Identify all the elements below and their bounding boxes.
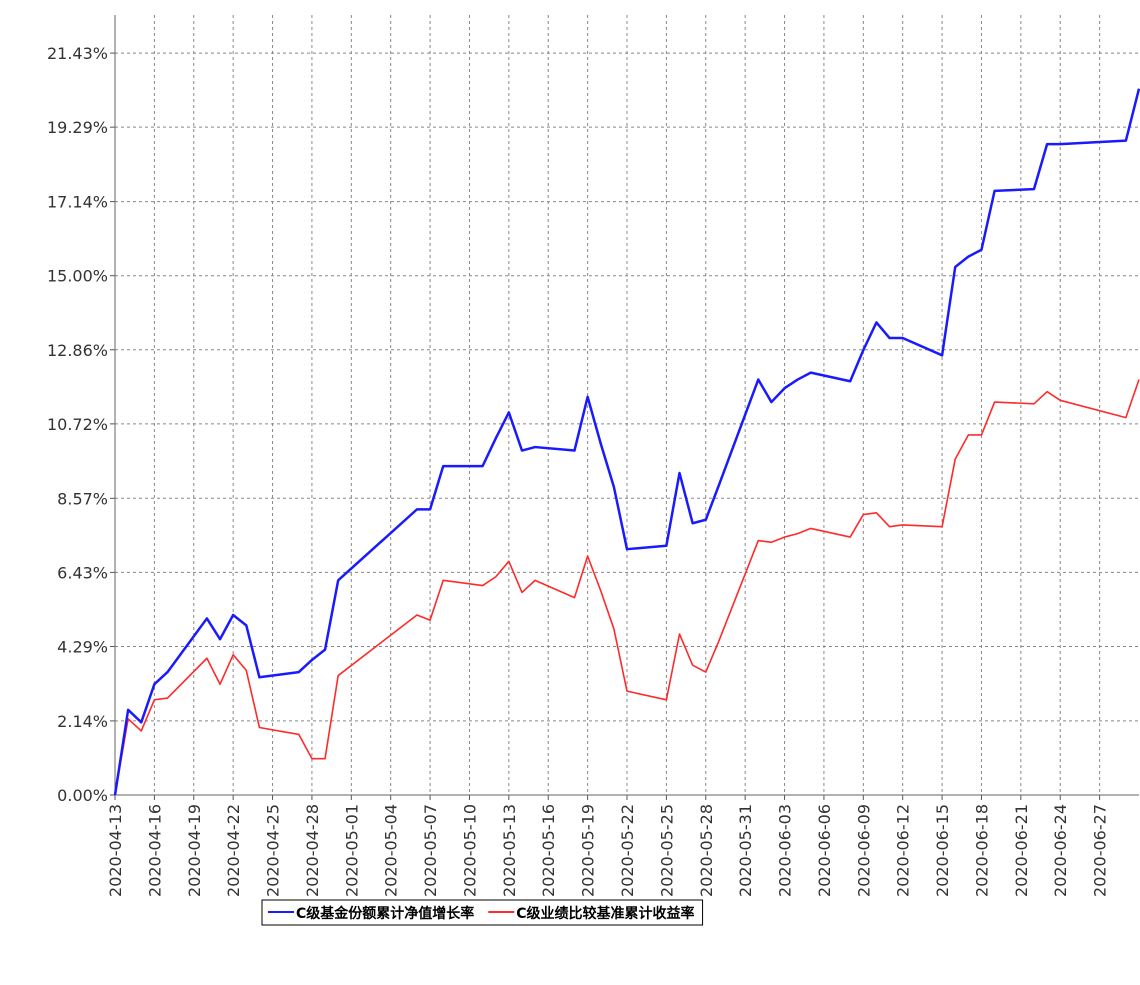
x-tick-label: 2020-05-04	[382, 804, 401, 897]
x-tick-label: 2020-05-13	[500, 804, 519, 897]
y-tick-label: 15.00%	[47, 267, 108, 286]
x-tick-label: 2020-06-09	[854, 804, 873, 897]
x-tick-label: 2020-05-25	[657, 804, 676, 897]
x-tick-label: 2020-06-18	[972, 804, 991, 897]
y-tick-label: 10.72%	[47, 415, 108, 434]
y-tick-label: 8.57%	[57, 489, 108, 508]
y-tick-label: 17.14%	[47, 193, 108, 212]
x-tick-label: 2020-05-31	[736, 804, 755, 897]
x-tick-label: 2020-04-28	[303, 804, 322, 897]
x-tick-label: 2020-04-25	[264, 804, 283, 897]
y-tick-label: 21.43%	[47, 44, 108, 63]
x-tick-label: 2020-05-19	[579, 804, 598, 897]
legend-label: C级业绩比较基准累计收益率	[516, 905, 694, 922]
y-tick-label: 6.43%	[57, 563, 108, 582]
x-tick-label: 2020-05-28	[697, 804, 716, 897]
x-tick-label: 2020-06-27	[1091, 804, 1110, 897]
x-tick-label: 2020-05-07	[421, 804, 440, 897]
lines	[113, 88, 1140, 796]
legend-box	[261, 899, 704, 926]
x-tick-label: 2020-04-16	[145, 804, 164, 897]
x-tick-label: 2020-05-16	[539, 804, 558, 897]
x-tick-label: 2020-06-15	[933, 804, 952, 897]
y-tick-label: 19.29%	[47, 118, 108, 137]
x-tick-label: 2020-06-21	[1012, 804, 1031, 897]
x-tick-label: 2020-04-19	[185, 804, 204, 897]
x-tick-label: 2020-05-22	[618, 804, 637, 897]
x-tick-label: 2020-06-12	[894, 804, 913, 897]
y-tick-label: 4.29%	[57, 637, 108, 656]
x-tick-label: 2020-04-22	[224, 804, 243, 897]
labels: 0.00% 2.14% 4.29% 6.43% 8.57% 10.72% 12.86% 15.…	[47, 44, 1110, 897]
x-tick-label: 2020-05-01	[342, 804, 361, 897]
x-tick-label: 2020-06-24	[1051, 804, 1070, 897]
x-tick-label: 2020-05-10	[460, 804, 479, 897]
legend-label: C级基金份额累计净值增长率	[296, 905, 474, 922]
x-tick-label: 2020-06-06	[815, 804, 834, 897]
series-line	[113, 88, 1140, 796]
y-tick-label: 2.14%	[57, 712, 108, 731]
y-tick-label: 12.86%	[47, 341, 108, 360]
grid	[110, 15, 1139, 800]
legend: C级基金份额累计净值增长率 C级业绩比较基准累计收益率	[261, 899, 704, 926]
y-tick-label: 0.00%	[57, 786, 108, 805]
series-line	[114, 379, 1140, 796]
x-tick-label: 2020-06-03	[776, 804, 795, 897]
x-tick-label: 2020-04-13	[106, 804, 125, 897]
